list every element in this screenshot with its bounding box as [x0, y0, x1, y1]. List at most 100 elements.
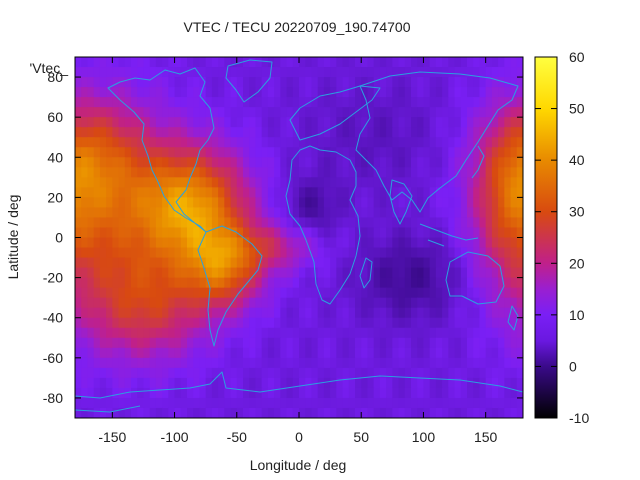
heatmap-cell	[317, 177, 325, 188]
heatmap-cell	[180, 97, 188, 108]
heatmap-cell	[87, 297, 95, 309]
heatmap-cell	[361, 347, 369, 359]
heatmap-cell	[205, 307, 213, 319]
heatmap-cell	[81, 97, 89, 108]
heatmap-cell	[386, 87, 393, 98]
heatmap-cell	[398, 297, 406, 309]
heatmap-cell	[174, 117, 182, 128]
heatmap-cell	[361, 67, 369, 78]
heatmap-cell	[367, 87, 375, 98]
heatmap-cell	[404, 367, 412, 379]
heatmap-cell	[510, 307, 518, 319]
heatmap-cell	[174, 177, 182, 188]
heatmap-cell	[292, 337, 300, 349]
heatmap-cell	[510, 107, 518, 118]
heatmap-cell	[243, 407, 250, 418]
heatmap-cell	[342, 397, 350, 409]
heatmap-cell	[99, 267, 107, 279]
heatmap-cell	[479, 207, 487, 219]
heatmap-cell	[131, 357, 138, 369]
heatmap-cell	[411, 277, 418, 289]
heatmap-cell	[87, 167, 95, 178]
heatmap-cell	[199, 87, 207, 98]
heatmap-cell	[460, 227, 468, 239]
heatmap-cell	[274, 127, 281, 138]
heatmap-cell	[454, 317, 462, 329]
heatmap-cell	[411, 367, 418, 379]
heatmap-cell	[149, 277, 157, 289]
heatmap-cell	[218, 157, 225, 168]
heatmap-cell	[118, 267, 126, 279]
heatmap-cell	[417, 217, 425, 229]
heatmap-cell	[211, 267, 219, 279]
heatmap-cell	[379, 257, 387, 269]
heatmap-cell	[498, 407, 505, 418]
heatmap-cell	[404, 197, 412, 209]
heatmap-cell	[498, 107, 505, 118]
heatmap-cell	[305, 167, 313, 178]
heatmap-cell	[224, 57, 232, 68]
heatmap-cell	[411, 167, 418, 178]
heatmap-cell	[392, 207, 400, 219]
heatmap-cell	[498, 297, 505, 309]
heatmap-cell	[379, 367, 387, 379]
heatmap-cell	[411, 97, 418, 108]
heatmap-cell	[118, 247, 126, 259]
heatmap-cell	[467, 227, 474, 239]
heatmap-cell	[75, 237, 82, 249]
heatmap-cell	[162, 407, 169, 418]
heatmap-cell	[485, 357, 493, 369]
heatmap-cell	[498, 197, 505, 209]
heatmap-cell	[417, 387, 425, 399]
heatmap-cell	[180, 377, 188, 389]
heatmap-cell	[355, 387, 362, 399]
heatmap-cell	[112, 227, 120, 239]
heatmap-cell	[243, 337, 250, 349]
heatmap-cell	[149, 367, 157, 379]
heatmap-cell	[292, 87, 300, 98]
heatmap-cell	[404, 347, 412, 359]
heatmap-cell	[510, 157, 518, 168]
heatmap-cell	[155, 347, 163, 359]
heatmap-cell	[118, 407, 126, 418]
heatmap-cell	[323, 217, 331, 229]
heatmap-cell	[99, 357, 107, 369]
heatmap-cell	[249, 147, 257, 158]
heatmap-cell	[243, 187, 250, 198]
heatmap-cell	[267, 377, 275, 389]
heatmap-cell	[516, 287, 523, 299]
heatmap-cell	[81, 167, 89, 178]
heatmap-cell	[243, 267, 250, 279]
heatmap-cell	[516, 217, 523, 229]
heatmap-cell	[448, 117, 456, 128]
heatmap-cell	[311, 337, 319, 349]
heatmap-cell	[155, 57, 163, 68]
heatmap-cell	[510, 117, 518, 128]
heatmap-cell	[454, 297, 462, 309]
heatmap-cell	[149, 287, 157, 299]
heatmap-cell	[187, 347, 194, 359]
heatmap-cell	[155, 377, 163, 389]
heatmap-cell	[361, 377, 369, 389]
heatmap-cell	[404, 227, 412, 239]
heatmap-cell	[118, 257, 126, 269]
heatmap-cell	[236, 247, 244, 259]
heatmap-cell	[218, 107, 225, 118]
heatmap-cell	[236, 377, 244, 389]
heatmap-cell	[504, 227, 512, 239]
heatmap-cell	[448, 277, 456, 289]
heatmap-cell	[267, 297, 275, 309]
heatmap-cell	[174, 87, 182, 98]
heatmap-cell	[249, 357, 257, 369]
heatmap-cell	[498, 327, 505, 339]
heatmap-cell	[423, 237, 431, 249]
heatmap-cell	[342, 227, 350, 239]
heatmap-cell	[516, 77, 523, 88]
heatmap-cell	[491, 207, 499, 219]
heatmap-cell	[386, 107, 393, 118]
heatmap-cell	[404, 137, 412, 148]
heatmap-cell	[87, 247, 95, 259]
heatmap-cell	[479, 407, 487, 418]
heatmap-cell	[510, 207, 518, 219]
heatmap-cell	[224, 357, 232, 369]
